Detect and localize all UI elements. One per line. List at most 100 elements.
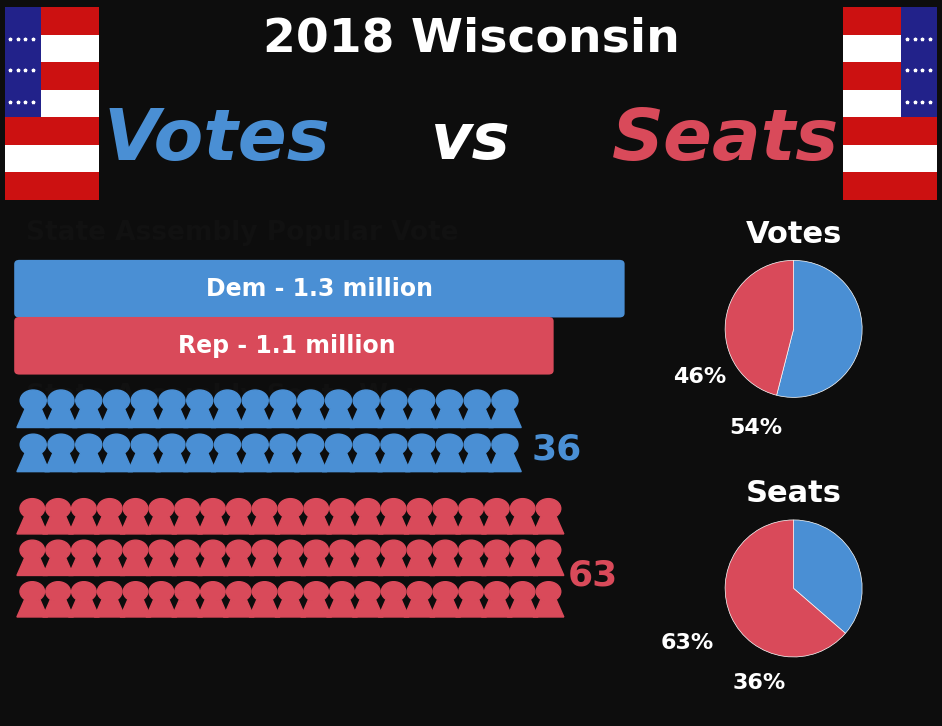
Text: vs: vs [431, 110, 511, 171]
Polygon shape [405, 454, 438, 472]
Circle shape [270, 390, 296, 411]
Polygon shape [128, 454, 160, 472]
Circle shape [175, 582, 200, 601]
Circle shape [72, 499, 96, 518]
Circle shape [46, 582, 71, 601]
Text: Votes: Votes [104, 106, 330, 175]
Circle shape [72, 582, 96, 601]
Text: 36: 36 [531, 433, 582, 467]
Polygon shape [275, 517, 306, 534]
Circle shape [131, 434, 157, 455]
Polygon shape [250, 558, 280, 576]
Text: Dem - 1.3 million: Dem - 1.3 million [206, 277, 433, 301]
Polygon shape [433, 454, 465, 472]
Polygon shape [171, 558, 203, 576]
Polygon shape [461, 409, 494, 428]
Polygon shape [239, 409, 271, 428]
Circle shape [72, 540, 96, 560]
Circle shape [123, 582, 148, 601]
Circle shape [46, 499, 71, 518]
Circle shape [131, 390, 157, 411]
Text: 36%: 36% [733, 673, 786, 693]
Polygon shape [223, 517, 254, 534]
Polygon shape [404, 558, 435, 576]
Polygon shape [378, 454, 411, 472]
Circle shape [353, 390, 380, 411]
Circle shape [20, 390, 46, 411]
Polygon shape [430, 517, 461, 534]
Polygon shape [481, 600, 512, 617]
Polygon shape [211, 454, 244, 472]
Polygon shape [404, 517, 435, 534]
Text: 63: 63 [568, 558, 618, 592]
Bar [5, 7, 41, 117]
Circle shape [187, 434, 213, 455]
Polygon shape [121, 600, 151, 617]
Wedge shape [725, 261, 794, 395]
Polygon shape [456, 558, 486, 576]
Polygon shape [533, 517, 564, 534]
Polygon shape [300, 558, 332, 576]
Polygon shape [69, 558, 99, 576]
Polygon shape [508, 517, 538, 534]
Bar [5, 62, 99, 90]
Circle shape [252, 499, 277, 518]
Bar [5, 7, 99, 35]
Circle shape [536, 499, 560, 518]
Polygon shape [379, 517, 409, 534]
Circle shape [511, 582, 535, 601]
Circle shape [304, 540, 329, 560]
Circle shape [355, 540, 380, 560]
Text: Rep - 1.1 million: Rep - 1.1 million [178, 334, 396, 358]
Circle shape [484, 540, 509, 560]
Text: Votes: Votes [745, 220, 842, 249]
Circle shape [201, 540, 225, 560]
Polygon shape [352, 558, 383, 576]
Polygon shape [405, 409, 438, 428]
Polygon shape [121, 558, 151, 576]
Circle shape [48, 390, 74, 411]
Circle shape [123, 540, 148, 560]
Bar [843, 35, 937, 62]
Polygon shape [198, 558, 228, 576]
Polygon shape [430, 600, 461, 617]
Circle shape [407, 582, 431, 601]
Circle shape [484, 582, 509, 601]
Circle shape [104, 434, 130, 455]
Circle shape [20, 540, 44, 560]
Circle shape [226, 582, 251, 601]
Circle shape [201, 582, 225, 601]
Bar [5, 144, 99, 172]
Circle shape [355, 582, 380, 601]
Polygon shape [223, 558, 254, 576]
Wedge shape [725, 520, 845, 657]
Circle shape [330, 540, 354, 560]
Circle shape [464, 434, 490, 455]
Polygon shape [100, 409, 133, 428]
Polygon shape [267, 454, 300, 472]
Polygon shape [379, 558, 409, 576]
Polygon shape [352, 600, 383, 617]
Polygon shape [352, 517, 383, 534]
Circle shape [215, 390, 240, 411]
Circle shape [20, 582, 44, 601]
Circle shape [464, 390, 490, 411]
Polygon shape [155, 409, 188, 428]
Circle shape [330, 499, 354, 518]
Text: 46%: 46% [673, 367, 726, 387]
Circle shape [97, 540, 122, 560]
Circle shape [459, 582, 483, 601]
Circle shape [75, 434, 102, 455]
Circle shape [175, 540, 200, 560]
Polygon shape [73, 454, 106, 472]
Circle shape [75, 390, 102, 411]
Circle shape [20, 434, 46, 455]
Polygon shape [171, 600, 203, 617]
Circle shape [436, 434, 463, 455]
Polygon shape [73, 409, 106, 428]
Polygon shape [461, 454, 494, 472]
Bar [843, 172, 937, 200]
Text: State Assembly Seats Won: State Assembly Seats Won [25, 383, 424, 409]
Circle shape [149, 540, 173, 560]
Circle shape [159, 390, 185, 411]
